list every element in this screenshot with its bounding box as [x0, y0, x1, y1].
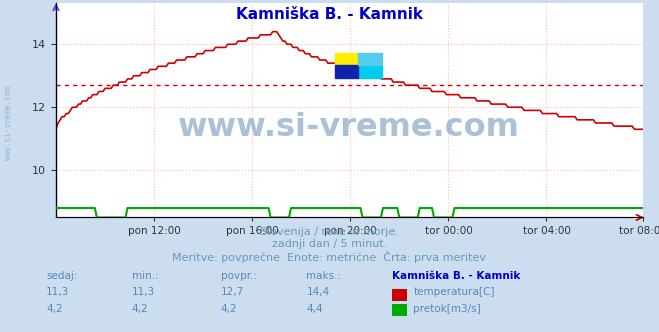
- Bar: [335, 52, 358, 65]
- Text: 12,7: 12,7: [221, 287, 244, 297]
- Bar: [358, 52, 382, 65]
- Text: sedaj:: sedaj:: [46, 271, 78, 281]
- Text: 4,2: 4,2: [132, 304, 148, 314]
- Text: Kamniška B. - Kamnik: Kamniška B. - Kamnik: [236, 7, 423, 22]
- Text: temperatura[C]: temperatura[C]: [413, 287, 495, 297]
- Text: pretok[m3/s]: pretok[m3/s]: [413, 304, 481, 314]
- Text: 4,4: 4,4: [306, 304, 323, 314]
- Bar: [358, 65, 382, 78]
- Text: 4,2: 4,2: [46, 304, 63, 314]
- Text: 4,2: 4,2: [221, 304, 237, 314]
- Text: 14,4: 14,4: [306, 287, 330, 297]
- Text: Meritve: povprečne  Enote: metrične  Črta: prva meritev: Meritve: povprečne Enote: metrične Črta:…: [173, 251, 486, 263]
- Text: 11,3: 11,3: [132, 287, 155, 297]
- Text: zadnji dan / 5 minut.: zadnji dan / 5 minut.: [272, 239, 387, 249]
- Text: min.:: min.:: [132, 271, 159, 281]
- Text: maks.:: maks.:: [306, 271, 341, 281]
- Text: Slovenija / reke in morje.: Slovenija / reke in morje.: [260, 227, 399, 237]
- Text: 11,3: 11,3: [46, 287, 69, 297]
- Text: www.si-vreme.com: www.si-vreme.com: [4, 86, 13, 160]
- Text: povpr.:: povpr.:: [221, 271, 257, 281]
- Bar: [335, 65, 358, 78]
- Text: Kamniška B. - Kamnik: Kamniška B. - Kamnik: [392, 271, 521, 281]
- Text: www.si-vreme.com: www.si-vreme.com: [179, 112, 520, 143]
